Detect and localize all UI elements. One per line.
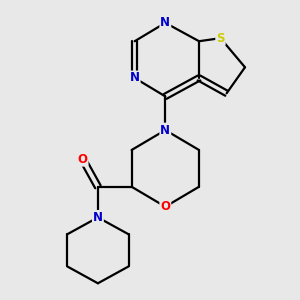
Text: N: N (160, 16, 170, 29)
Text: O: O (160, 200, 170, 213)
Text: N: N (160, 124, 170, 136)
Text: S: S (216, 32, 225, 45)
Text: N: N (93, 211, 103, 224)
Text: O: O (78, 153, 88, 166)
Text: N: N (130, 71, 140, 85)
